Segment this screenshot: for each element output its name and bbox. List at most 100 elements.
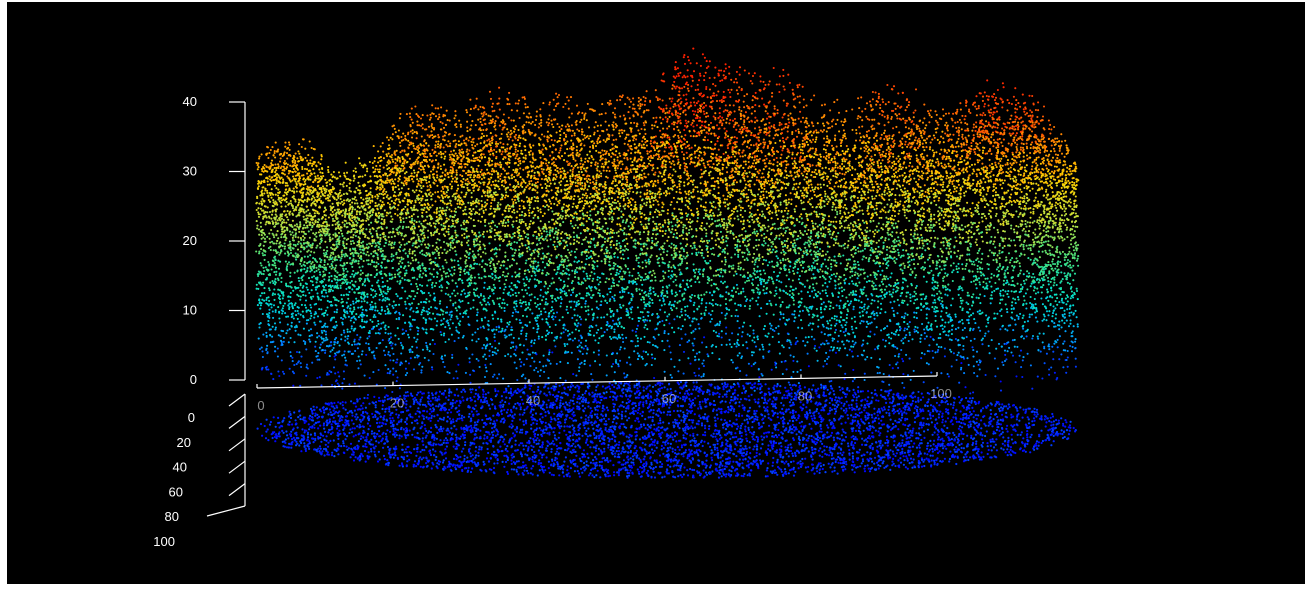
ground-point <box>596 425 599 428</box>
ground-point <box>971 406 974 409</box>
ground-point <box>802 403 805 406</box>
ground-point <box>664 429 667 432</box>
ground-point <box>616 471 619 474</box>
ground-point <box>866 440 869 443</box>
ground-point <box>572 407 575 410</box>
ground-point <box>420 458 423 461</box>
ground-point <box>275 433 278 436</box>
ground-point <box>892 412 895 415</box>
ground-point <box>981 434 984 437</box>
ground-point <box>550 442 553 445</box>
ground-point <box>665 468 669 471</box>
ground-point <box>869 437 872 440</box>
ground-point <box>358 459 361 462</box>
ground-point <box>509 408 513 412</box>
ground-point <box>880 419 883 422</box>
ground-point <box>576 440 579 443</box>
ground-point <box>851 408 854 412</box>
ground-point <box>646 428 649 431</box>
ground-point <box>272 416 275 419</box>
ground-point <box>510 445 514 448</box>
ground-point <box>753 431 756 434</box>
ground-point <box>718 466 721 469</box>
ground-point <box>861 390 865 393</box>
ground-point <box>635 449 638 452</box>
ground-point <box>553 403 557 406</box>
ground-point <box>941 444 944 447</box>
ground-point <box>881 409 884 412</box>
ground-point <box>669 434 672 437</box>
ground-point <box>788 419 791 422</box>
ground-point <box>589 472 592 475</box>
ground-point <box>532 445 535 448</box>
ground-point <box>1015 423 1018 426</box>
ground-point <box>890 401 894 405</box>
ground-point <box>298 444 301 447</box>
ground-point <box>1029 436 1032 439</box>
ground-point <box>861 437 864 440</box>
ground-point <box>1024 450 1027 453</box>
ground-point <box>295 437 299 440</box>
ground-point <box>362 445 365 448</box>
ground-point <box>618 381 621 384</box>
ground-point <box>874 392 877 395</box>
ground-point <box>434 443 438 446</box>
ground-point <box>814 437 817 440</box>
ground-point <box>823 405 827 408</box>
ground-point <box>494 388 497 391</box>
ground-point <box>642 403 645 406</box>
ground-point <box>440 418 443 421</box>
ground-point <box>639 460 643 464</box>
ground-point <box>971 441 975 444</box>
ground-point <box>765 431 768 434</box>
ground-point <box>682 384 685 387</box>
ground-point <box>659 419 662 422</box>
ground-point <box>958 425 962 428</box>
ground-point <box>415 393 419 396</box>
ground-point <box>340 445 343 448</box>
ground-point <box>446 465 449 468</box>
ground-point <box>919 433 922 437</box>
ground-point <box>650 448 654 451</box>
ground-point <box>704 434 707 437</box>
ground-point <box>611 383 614 387</box>
ground-point <box>501 399 504 402</box>
ground-point <box>535 442 538 446</box>
ground-point <box>467 450 471 453</box>
ground-point <box>852 415 855 419</box>
ground-point <box>691 457 695 460</box>
ground-point <box>545 447 548 450</box>
ground-point <box>456 417 459 421</box>
ground-point <box>529 472 533 475</box>
ground-point <box>870 457 873 460</box>
ground-point <box>831 470 834 473</box>
ground-point <box>951 453 955 456</box>
ground-point <box>374 406 377 409</box>
ground-point <box>454 433 457 436</box>
ground-point <box>443 402 446 405</box>
ground-point <box>752 433 755 436</box>
ground-point <box>967 426 971 429</box>
ground-point <box>432 444 435 447</box>
ground-point <box>568 475 571 478</box>
ground-point <box>891 422 895 426</box>
ground-point <box>629 451 632 454</box>
ground-point <box>360 435 363 438</box>
ground-point <box>329 439 332 442</box>
ground-point <box>978 423 981 426</box>
ground-point <box>959 450 963 453</box>
ground-point <box>704 401 707 404</box>
ground-point <box>723 467 726 471</box>
ground-point <box>677 395 680 398</box>
ground-point <box>724 475 727 478</box>
ground-point <box>976 424 979 427</box>
ground-point <box>1030 433 1033 436</box>
ground-point <box>682 411 685 414</box>
ground-point <box>695 387 698 390</box>
ground-point <box>935 427 938 430</box>
ground-point <box>815 392 818 395</box>
ground-point <box>653 476 657 479</box>
ground-point <box>596 413 599 416</box>
ground-point <box>440 392 444 395</box>
ground-point <box>772 435 776 438</box>
